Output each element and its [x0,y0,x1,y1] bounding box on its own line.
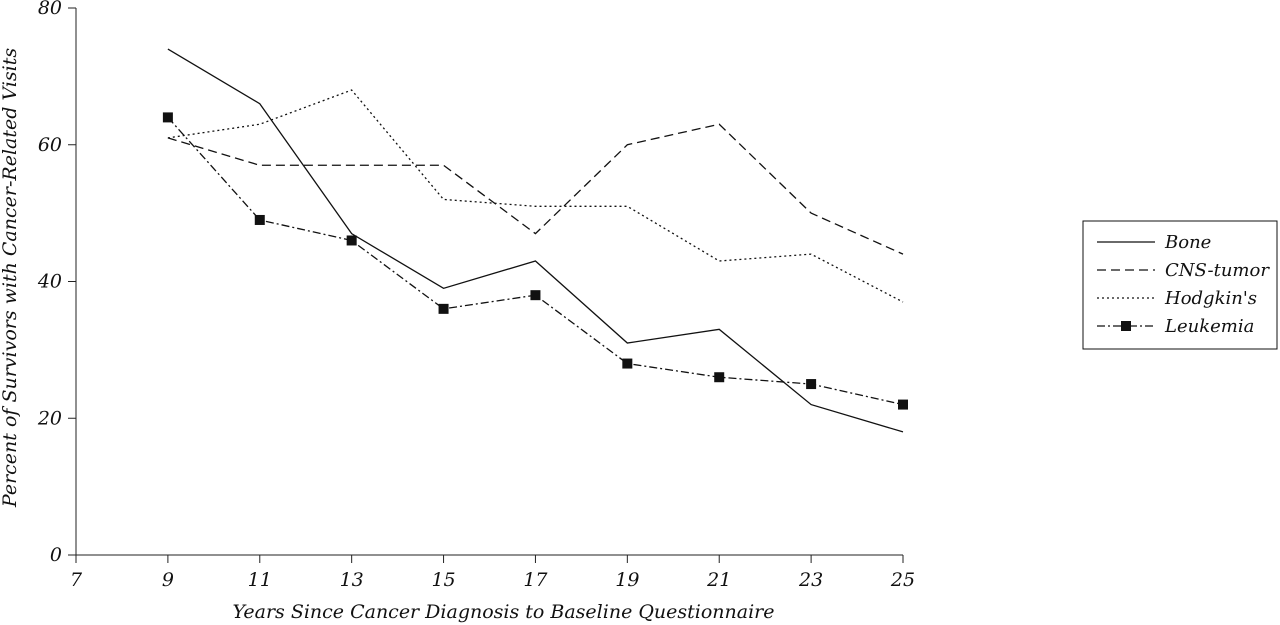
series-hodgkin-s [167,89,904,303]
data-point-leukemia [530,290,541,301]
legend-label-hodgkin-s: Hodgkin's [1164,288,1257,309]
data-point-leukemia [162,112,173,123]
x-tick-label: 19 [615,569,639,591]
data-point-hodgkin-s [167,137,169,139]
y-tick-label: 20 [37,407,62,429]
x-tick-label: 23 [798,569,823,591]
data-point-bone [259,103,261,105]
data-point-bone [167,48,169,50]
data-point-cns-tumor [810,212,812,214]
y-tick-label: 0 [50,544,62,566]
y-tick-label: 60 [38,134,62,156]
series-leukemia [162,112,908,410]
series-layer [162,48,908,433]
data-point-bone [351,233,353,235]
data-point-hodgkin-s [534,205,536,207]
data-point-cns-tumor [626,144,628,146]
data-point-cns-tumor [718,123,720,125]
series-line-cns-tumor [167,123,904,255]
x-tick-label: 15 [431,569,455,591]
x-tick-label: 25 [890,569,915,591]
data-point-leukemia [346,235,357,246]
data-point-hodgkin-s [443,198,445,200]
data-point-cns-tumor [259,164,261,166]
series-cns-tumor [167,123,904,255]
legend-label-cns-tumor: CNS-tumor [1165,260,1270,281]
data-point-bone [443,287,445,289]
series-bone [167,48,904,433]
legend-item-cns-tumor: CNS-tumor [1097,260,1270,281]
data-point-bone [718,328,720,330]
axes [75,8,903,556]
data-point-cns-tumor [443,164,445,166]
data-point-hodgkin-s [351,89,353,91]
data-point-hodgkin-s [718,260,720,262]
x-tick-label: 13 [340,569,364,591]
data-point-bone [534,260,536,262]
data-point-hodgkin-s [259,123,261,125]
data-point-bone [902,431,904,433]
y-axis-title: Percent of Survivors with Cancer-Related… [0,48,21,508]
data-point-bone [810,404,812,406]
legend-item-bone: Bone [1097,232,1211,253]
x-tick-label: 7 [70,569,83,591]
data-point-hodgkin-s [902,301,904,303]
x-axis-title: Years Since Cancer Diagnosis to Baseline… [232,601,774,623]
data-point-hodgkin-s [810,253,812,255]
x-tick-label: 21 [706,569,731,591]
data-point-leukemia [898,399,908,410]
legend: Bone CNS-tumor Hodgkin's Leukemia [1082,220,1278,350]
x-tick-label: 11 [248,569,272,591]
y-axis-ticks: 0 20 40 60 80 [37,0,76,566]
data-point-bone [626,342,628,344]
x-axis-ticks: 7 9 11 13 15 17 19 21 23 25 [70,555,915,591]
data-point-leukemia [806,379,817,390]
series-line-bone [167,48,904,433]
series-line-hodgkin-s [167,89,904,303]
legend-marker-leukemia [1121,321,1131,331]
legend-label-bone: Bone [1164,232,1211,253]
y-tick-label: 40 [37,271,62,293]
data-point-leukemia [714,372,725,383]
data-point-leukemia [254,214,265,225]
y-tick-label: 80 [38,0,62,19]
legend-item-hodgkin-s: Hodgkin's [1097,288,1257,309]
data-point-cns-tumor [902,253,904,255]
legend-label-leukemia: Leukemia [1164,316,1254,337]
data-point-cns-tumor [534,233,536,235]
x-tick-label: 17 [523,569,548,591]
data-point-leukemia [438,303,449,314]
legend-item-leukemia: Leukemia [1097,316,1254,337]
data-point-leukemia [622,358,633,369]
data-point-cns-tumor [351,164,353,166]
data-point-hodgkin-s [626,205,628,207]
x-tick-label: 9 [162,569,174,591]
